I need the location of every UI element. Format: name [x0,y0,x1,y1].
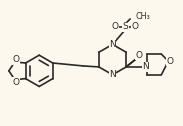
Text: CH₃: CH₃ [136,12,151,21]
Text: O: O [132,22,139,31]
Text: O: O [135,51,142,60]
Text: O: O [12,55,19,64]
Text: N: N [109,70,116,79]
Text: N: N [109,40,116,49]
Text: O: O [167,57,174,66]
Text: O: O [12,78,19,87]
Text: N: N [142,62,149,71]
Text: O: O [112,22,119,31]
Text: S: S [122,22,128,31]
